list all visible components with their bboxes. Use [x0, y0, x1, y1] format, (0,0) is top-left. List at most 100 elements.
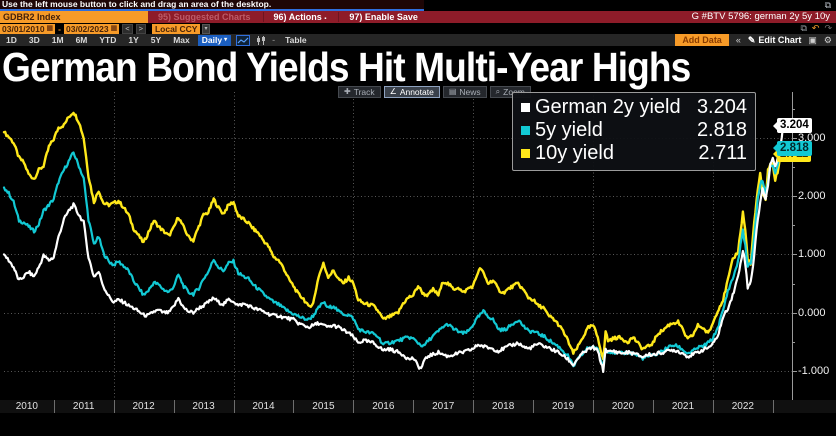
year-separator — [353, 400, 354, 413]
window-icon[interactable]: ⧉ — [800, 23, 807, 33]
last-price-bubble: 2.818 — [773, 140, 812, 156]
range-button-1y[interactable]: 1Y — [128, 35, 139, 45]
undo-icon[interactable]: ↶ — [811, 23, 820, 33]
y-axis-tick-label: -1.000 — [798, 364, 830, 377]
legend-item: 5y yield 2.818 — [521, 119, 747, 142]
range-button-group: 1D 3D 1M 6M YTD 1Y 5Y Max — [0, 35, 196, 45]
calendar-icon: ▦ — [110, 24, 118, 32]
range-button-3d[interactable]: 3D — [28, 35, 40, 45]
x-axis-year-label: 2015 — [312, 401, 335, 412]
ticker-bar: GDBR2 Index 95) Suggested Charts 96) Act… — [0, 11, 836, 23]
last-price-bubble: 3.204 — [773, 118, 812, 134]
instruction-text: Use the left mouse button to click and d… — [2, 0, 272, 9]
snip-tool-icon[interactable]: ⧉ — [824, 0, 831, 10]
y-axis-tick-label: 0.000 — [798, 306, 826, 319]
frequency-select[interactable]: Daily ▾ — [197, 34, 232, 46]
table-button[interactable]: Table — [285, 35, 307, 45]
x-axis-year-label: 2019 — [551, 401, 575, 412]
legend-swatch — [521, 126, 530, 135]
x-axis-year-label: 2016 — [372, 401, 395, 412]
legend-item: 10y yield 2.711 — [521, 142, 747, 165]
pencil-icon: ✎ — [747, 34, 756, 45]
year-separator — [114, 400, 115, 413]
year-separator — [653, 400, 654, 413]
legend-label: 5y yield — [535, 119, 603, 141]
chart-annotation-toolbar: ✚ Track ∠ Annotate ▤ News ⌕ Zoom — [338, 86, 531, 98]
actions-button[interactable]: 96) Actions ▪ — [262, 12, 326, 22]
more-options-button[interactable]: - — [272, 35, 276, 45]
x-axis-year-label: 2013 — [192, 401, 215, 412]
year-separator — [413, 400, 414, 413]
ticker-input[interactable]: GDBR2 Index — [0, 11, 148, 23]
news-icon: ▤ — [448, 87, 457, 96]
year-separator — [234, 400, 235, 413]
x-axis-year-label: 2012 — [132, 401, 155, 412]
add-data-button[interactable]: Add Data — [675, 34, 729, 46]
legend-label: 10y yield — [535, 142, 614, 164]
candlestick-icon[interactable] — [255, 35, 267, 46]
year-separator — [713, 400, 714, 413]
legend-value: 2.711 — [698, 142, 747, 164]
chart-toolbar-row: 1D 3D 1M 6M YTD 1Y 5Y Max Daily ▾ - Table Add D… — [0, 34, 836, 46]
toolbar-right-group: Add Data « ✎ Edit Chart ▣ ⚙ — [675, 34, 832, 46]
year-separator — [174, 400, 175, 413]
range-button-max[interactable]: Max — [173, 35, 190, 45]
suggested-charts-button[interactable]: 95) Suggested Charts — [158, 12, 251, 22]
year-separator — [593, 400, 594, 413]
legend-value: 2.818 — [696, 119, 747, 141]
year-separator — [293, 400, 294, 413]
x-axis-band: 2010 2011 2012 2013 2014 2015 2016 2017 2018 2019… — [0, 400, 836, 413]
y-axis-tick-label: 2.000 — [798, 190, 826, 203]
chart-title: German Bond Yields Hit Multi-Year Highs — [2, 44, 691, 90]
year-separator — [773, 400, 774, 413]
x-axis-year-label: 2010 — [15, 401, 38, 412]
next-period-button[interactable]: > — [135, 23, 146, 34]
chevron-down-icon: ▾ — [224, 36, 228, 43]
legend-item: German 2y yield 3.204 — [521, 96, 747, 119]
range-button-1m[interactable]: 1M — [51, 35, 64, 45]
track-button[interactable]: ✚ Track — [338, 86, 381, 98]
x-axis-year-label: 2014 — [252, 401, 275, 412]
collapse-panel-icon[interactable]: « — [735, 35, 741, 45]
line-chart-icon[interactable] — [236, 34, 251, 46]
legend-swatch — [521, 149, 530, 158]
enable-save-button[interactable]: 97) Enable Save — [338, 12, 418, 22]
range-button-1d[interactable]: 1D — [6, 35, 17, 45]
redo-icon[interactable]: ↷ — [824, 23, 832, 33]
x-axis-year-label: 2017 — [432, 401, 455, 412]
series-line-5y-yield — [2, 147, 785, 369]
year-separator — [533, 400, 534, 413]
prev-period-button[interactable]: < — [122, 23, 133, 34]
annotate-pencil-icon: ∠ — [389, 87, 397, 96]
chart-share-label: G #BTV 5796: german 2y 5y 10y — [691, 11, 830, 22]
range-button-ytd[interactable]: YTD — [99, 35, 117, 45]
series-line-german-2y-yield — [2, 125, 785, 373]
currency-select[interactable]: Local CCY — [151, 23, 201, 34]
grid-view-icon[interactable]: ▣ — [808, 34, 817, 45]
annotate-button[interactable]: ∠ Annotate — [383, 86, 440, 98]
x-axis-year-label: 2022 — [731, 401, 754, 412]
series-line-10y-yield — [2, 111, 785, 361]
news-button[interactable]: ▤ News — [442, 86, 487, 98]
legend-swatch — [521, 103, 530, 112]
year-separator — [473, 400, 474, 413]
year-separator — [54, 400, 55, 413]
chart-legend[interactable]: German 2y yield 3.204 5y yield 2.818 10y yie… — [512, 92, 756, 171]
y-axis-tick-label: 1.000 — [798, 248, 826, 261]
legend-value: 3.204 — [696, 96, 747, 118]
edit-chart-button[interactable]: ✎ Edit Chart — [747, 34, 802, 46]
start-date-input[interactable]: 03/01/2010 ▦ — [0, 23, 56, 34]
zoom-magnifier-icon: ⌕ — [495, 87, 501, 96]
screenshot-instruction-bar: Use the left mouse button to click and d… — [0, 0, 424, 11]
track-crosshair-icon: ✚ — [344, 87, 351, 96]
date-separator: - — [58, 23, 62, 34]
date-range-bar: 03/01/2010 ▦ - 03/02/2023 ▦ < > Local CC… — [0, 23, 836, 34]
range-button-6m[interactable]: 6M — [75, 35, 88, 45]
end-date-input[interactable]: 03/02/2023 ▦ — [64, 23, 120, 34]
currency-dropdown-icon[interactable]: ▾ — [202, 23, 210, 34]
range-button-5y[interactable]: 5Y — [150, 35, 162, 45]
gear-icon[interactable]: ⚙ — [823, 34, 832, 45]
x-axis-year-label: 2011 — [72, 401, 95, 412]
